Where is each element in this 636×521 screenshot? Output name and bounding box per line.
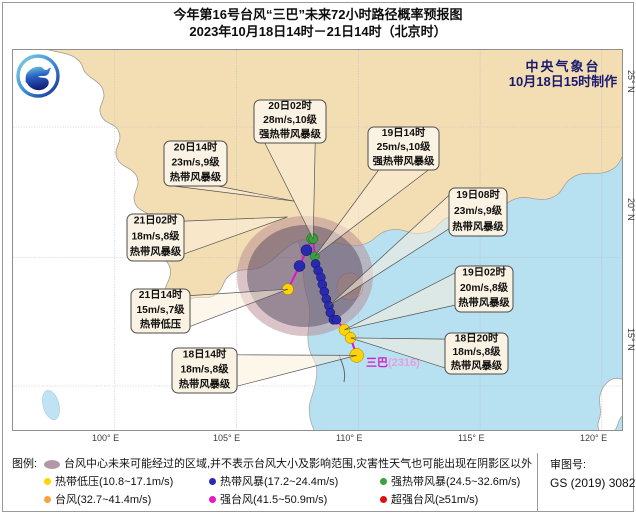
- svg-text:15m/s,7级: 15m/s,7级: [136, 303, 185, 316]
- svg-text:18日20时: 18日20时: [455, 332, 499, 345]
- svg-text:热带风暴级: 热带风暴级: [130, 245, 182, 258]
- svg-text:28m/s,10级: 28m/s,10级: [263, 113, 318, 126]
- svg-text:热带风暴级: 热带风暴级: [451, 359, 503, 372]
- svg-text:18m/s,8级: 18m/s,8级: [131, 229, 180, 242]
- svg-text:热带风暴级: 热带风暴级: [179, 377, 231, 390]
- svg-text:20日02时: 20日02时: [268, 99, 312, 112]
- svg-text:23m/s,9级: 23m/s,9级: [171, 155, 220, 168]
- svg-text:21日02时: 21日02时: [134, 214, 178, 227]
- svg-text:热带低压: 热带低压: [140, 317, 182, 330]
- svg-text:热带风暴级: 热带风暴级: [170, 170, 222, 183]
- svg-text:19日14时: 19日14时: [382, 126, 426, 139]
- svg-text:20日14时: 20日14时: [174, 140, 218, 153]
- svg-text:18m/s,8级: 18m/s,8级: [180, 362, 229, 375]
- svg-text:19日02时: 19日02时: [462, 266, 506, 279]
- svg-text:强热带风暴级: 强热带风暴级: [259, 128, 321, 141]
- svg-text:三巴(2316): 三巴(2316): [366, 356, 420, 369]
- svg-text:23m/s,9级: 23m/s,9级: [454, 204, 503, 217]
- svg-text:热带风暴级: 热带风暴级: [458, 296, 510, 309]
- svg-text:强热带风暴级: 强热带风暴级: [373, 155, 435, 168]
- svg-text:热带风暴级: 热带风暴级: [452, 220, 504, 233]
- svg-text:18m/s,8级: 18m/s,8级: [452, 345, 501, 358]
- svg-text:21日14时: 21日14时: [139, 288, 183, 301]
- svg-text:25m/s,10级: 25m/s,10级: [377, 140, 432, 153]
- svg-text:20m/s,8级: 20m/s,8级: [460, 281, 509, 294]
- svg-text:19日08时: 19日08时: [456, 188, 500, 201]
- svg-text:18日14时: 18日14时: [183, 347, 227, 360]
